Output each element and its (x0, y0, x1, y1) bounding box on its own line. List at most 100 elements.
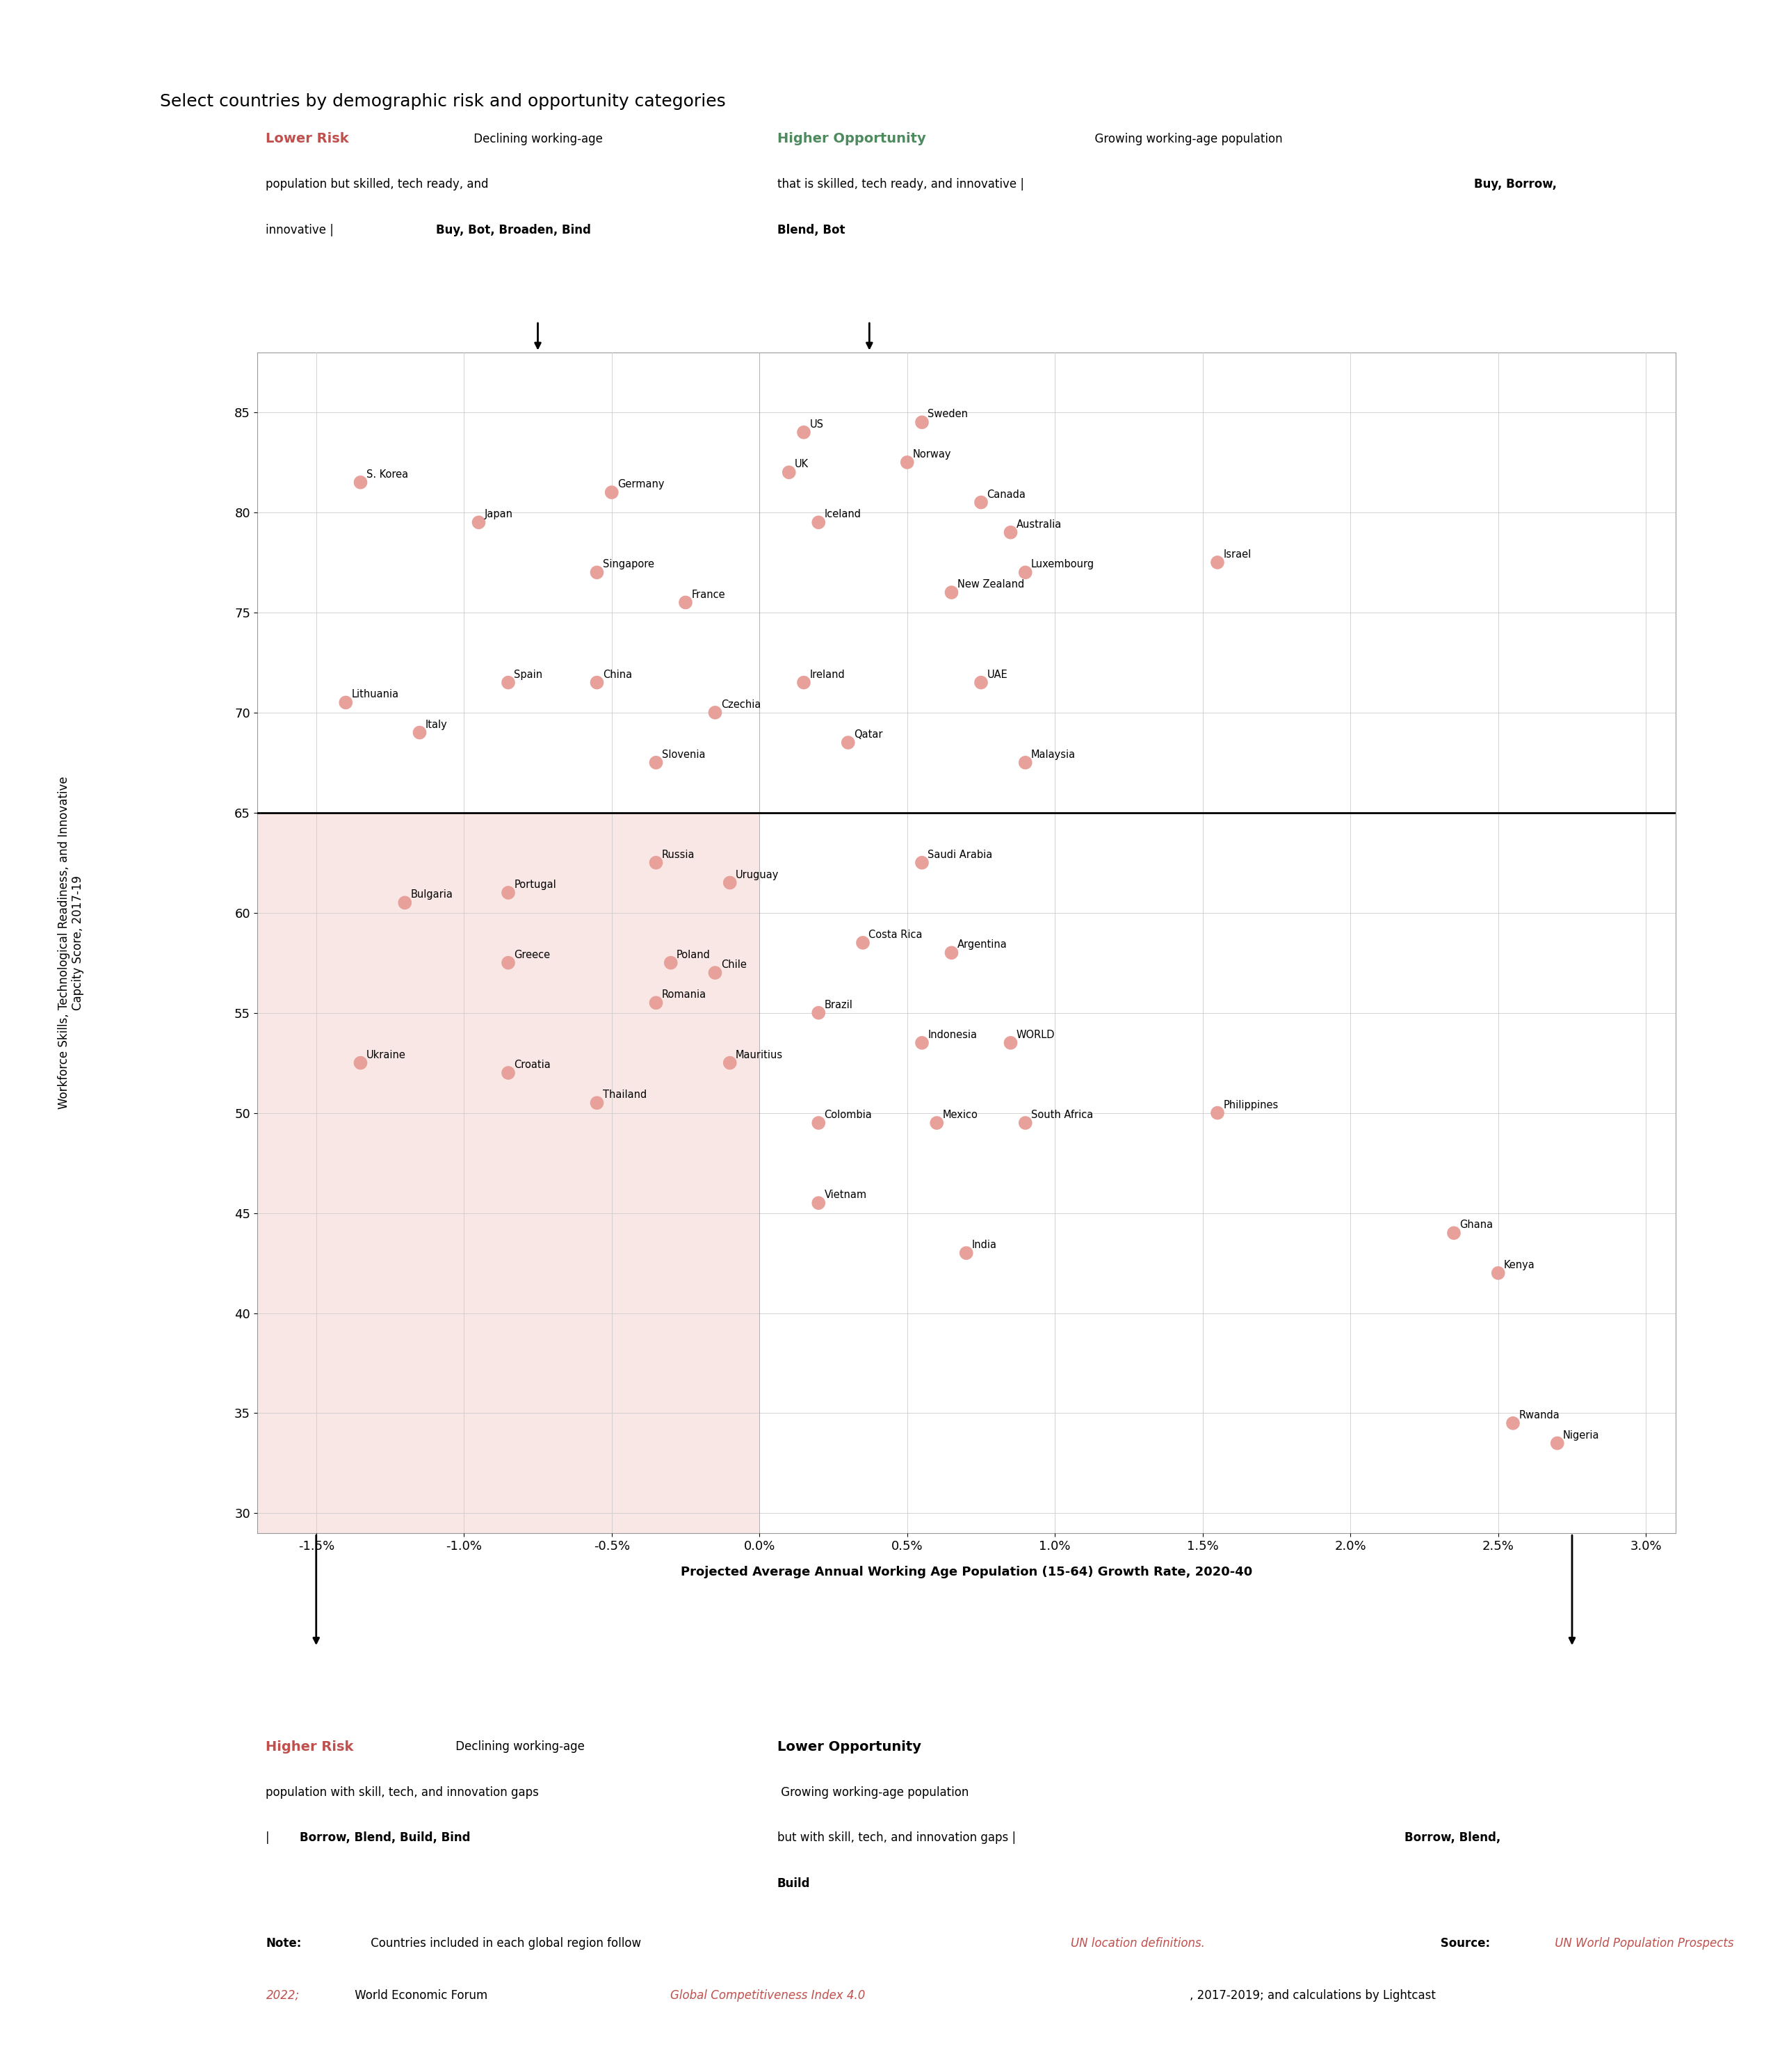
Text: Ireland: Ireland (810, 669, 846, 680)
Point (390, 887, 418, 920)
Point (700, 696, 729, 729)
Text: Workforce Skills, Technological Readiness, and Innovative
Capcity Score, 2017-19: Workforce Skills, Technological Readines… (57, 777, 85, 1109)
Text: Poland: Poland (677, 949, 711, 959)
Text: Borrow, Blend,: Borrow, Blend, (1404, 1832, 1502, 1844)
Text: Singapore: Singapore (603, 559, 654, 570)
Text: Declining working-age: Declining working-age (452, 1740, 585, 1753)
Text: Canada: Canada (988, 489, 1027, 499)
Point (1204, 1096, 1232, 1129)
Text: Australia: Australia (1016, 520, 1062, 530)
Point (908, 845, 936, 879)
Point (346, 1046, 374, 1080)
Text: but with skill, tech, and innovation gaps |: but with skill, tech, and innovation gap… (777, 1832, 1019, 1844)
Point (775, 456, 803, 489)
Text: Mexico: Mexico (943, 1111, 979, 1121)
Text: Indonesia: Indonesia (927, 1030, 977, 1040)
Text: Declining working-age: Declining working-age (470, 133, 603, 145)
Text: Nigeria: Nigeria (1564, 1430, 1599, 1440)
Point (495, 876, 523, 910)
Point (642, 845, 670, 879)
Text: Russia: Russia (661, 850, 695, 860)
Point (465, 506, 493, 539)
Text: Blend, Bot: Blend, Bot (777, 224, 846, 236)
Point (406, 717, 434, 750)
Point (716, 866, 745, 899)
Point (672, 586, 700, 620)
Point (789, 416, 817, 450)
Point (966, 665, 995, 698)
Text: Germany: Germany (617, 479, 665, 489)
Point (996, 516, 1025, 549)
Text: Buy, Borrow,: Buy, Borrow, (1473, 178, 1557, 191)
Point (1011, 1106, 1039, 1140)
Text: New Zealand: New Zealand (957, 580, 1025, 591)
Text: Borrow, Blend, Build, Bind: Borrow, Blend, Build, Bind (300, 1832, 470, 1844)
Text: Thailand: Thailand (603, 1090, 647, 1100)
Point (583, 665, 612, 698)
Text: Italy: Italy (426, 719, 447, 729)
Text: France: France (691, 588, 725, 599)
Text: Norway: Norway (913, 450, 952, 460)
Text: World Economic Forum: World Economic Forum (351, 1989, 491, 2002)
Text: South Africa: South Africa (1032, 1111, 1094, 1121)
Point (966, 485, 995, 518)
Point (833, 725, 862, 758)
Text: China: China (603, 669, 631, 680)
Text: Higher Opportunity: Higher Opportunity (777, 133, 926, 145)
Text: UAE: UAE (988, 669, 1007, 680)
Point (789, 665, 817, 698)
Point (716, 1046, 745, 1080)
Point (346, 466, 374, 499)
Point (1543, 1428, 1571, 1461)
Text: that is skilled, tech ready, and innovative |: that is skilled, tech ready, and innovat… (777, 178, 1028, 191)
Text: Iceland: Iceland (824, 510, 862, 520)
Point (700, 955, 729, 988)
Text: Countries included in each global region follow: Countries included in each global region… (367, 1937, 645, 1950)
Text: Vietnam: Vietnam (824, 1189, 867, 1200)
Text: Higher Risk: Higher Risk (266, 1740, 355, 1753)
Point (332, 686, 360, 719)
Point (805, 1187, 833, 1220)
Point (1011, 746, 1039, 779)
Text: Costa Rica: Costa Rica (869, 930, 922, 941)
Point (598, 477, 626, 510)
Text: UN World Population Prospects: UN World Population Prospects (1551, 1937, 1734, 1950)
Text: Japan: Japan (484, 510, 512, 520)
Text: Malaysia: Malaysia (1032, 750, 1076, 760)
Text: Select countries by demographic risk and opportunity categories: Select countries by demographic risk and… (160, 93, 725, 110)
Text: Czechia: Czechia (722, 700, 761, 711)
Text: US: US (810, 419, 823, 429)
Point (908, 406, 936, 439)
Point (1440, 1216, 1468, 1249)
Text: , 2017-2019; and calculations by Lightcast: , 2017-2019; and calculations by Lightca… (1190, 1989, 1436, 2002)
Point (849, 926, 878, 959)
Text: Lower Risk: Lower Risk (266, 133, 349, 145)
Text: Mauritius: Mauritius (736, 1051, 784, 1061)
Point (908, 1026, 936, 1059)
Text: Lithuania: Lithuania (351, 690, 399, 700)
Text: Lower Opportunity: Lower Opportunity (777, 1740, 922, 1753)
Point (922, 1106, 950, 1140)
Point (805, 1106, 833, 1140)
Point (583, 1086, 612, 1119)
Point (642, 746, 670, 779)
Point (1484, 1256, 1512, 1289)
Point (952, 1237, 980, 1270)
Text: Note:: Note: (266, 1937, 301, 1950)
Text: Kenya: Kenya (1504, 1260, 1535, 1270)
Text: Ukraine: Ukraine (367, 1051, 406, 1061)
Text: Argentina: Argentina (957, 939, 1007, 951)
Point (1204, 545, 1232, 578)
Point (583, 555, 612, 588)
Text: Growing working-age population: Growing working-age population (777, 1786, 968, 1798)
Bar (257, 812, 759, 1533)
Point (1011, 555, 1039, 588)
Text: Greece: Greece (514, 949, 550, 959)
Point (642, 986, 670, 1019)
Text: Saudi Arabia: Saudi Arabia (927, 850, 993, 860)
Text: India: India (972, 1239, 996, 1249)
Text: Romania: Romania (661, 990, 706, 1001)
Text: Israel: Israel (1223, 549, 1252, 559)
Text: Luxembourg: Luxembourg (1032, 559, 1094, 570)
Text: Brazil: Brazil (824, 999, 853, 1009)
